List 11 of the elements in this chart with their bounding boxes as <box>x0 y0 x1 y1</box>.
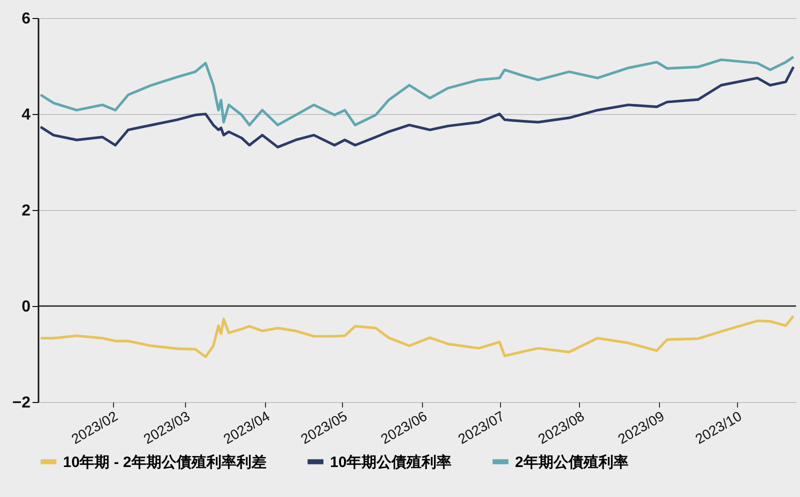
y-tick-label: 0 <box>22 298 31 316</box>
legend-label: 10年期公債殖利率 <box>330 452 452 471</box>
y-tick-label: 6 <box>22 10 31 28</box>
line-series <box>39 56 795 126</box>
line-series <box>39 66 795 148</box>
legend-label: 10年期 - 2年期公債殖利率利差 <box>63 452 266 471</box>
line-series <box>39 314 795 358</box>
y-tick-label: 4 <box>22 106 31 124</box>
y-tick-label: −2 <box>12 394 31 412</box>
y-tick-label: 2 <box>22 202 31 220</box>
legend-label: 2年期公債殖利率 <box>515 452 628 471</box>
